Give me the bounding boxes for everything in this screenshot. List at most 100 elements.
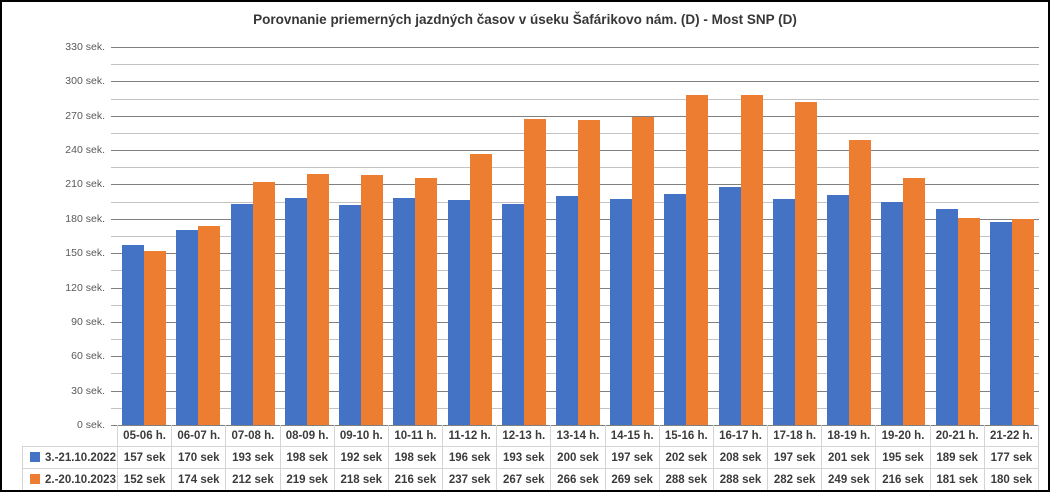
table-row: 3.-21.10.2022 157 sek 170 sek 193 sek 198 se…: [22, 446, 1040, 469]
chart-bar: [144, 250, 167, 425]
chart-bar: [610, 199, 633, 425]
y-axis-tick: [111, 339, 117, 340]
chart-bar: [361, 175, 384, 425]
table-corner-cell: [22, 425, 118, 447]
chart-bar: [501, 203, 524, 425]
table-value-cell: 177 sek: [983, 446, 1040, 469]
y-axis-label: 270 sek.: [65, 110, 105, 122]
chart-bar: [393, 198, 416, 425]
table-value-cell: 189 sek: [929, 446, 985, 469]
legend-color-swatch: [30, 473, 40, 484]
table-value-cell: 193 sek: [225, 446, 281, 469]
table-value-cell: 198 sek: [279, 446, 335, 469]
table-header-cell: 13-14 h.: [550, 425, 606, 447]
table-value-cell: 237 sek: [442, 468, 498, 490]
legend-series-label: 2.-20.10.2023: [45, 473, 116, 486]
table-value-cell: 180 sek: [983, 468, 1040, 490]
table-value-cell: 288 sek: [712, 468, 769, 490]
chart-bar: [989, 222, 1012, 425]
chart-bar: [469, 153, 492, 425]
y-axis-tick: [111, 47, 117, 48]
chart-bar: [339, 205, 362, 425]
table-row: 2.-20.10.2023 152 sek 174 sek 212 sek 219 se…: [22, 468, 1040, 490]
chart-bar: [632, 116, 655, 425]
table-header-cell: 16-17 h.: [712, 425, 769, 447]
table-value-cell: 267 sek: [496, 468, 552, 490]
table-value-cell: 282 sek: [767, 468, 823, 490]
y-axis-tick: [111, 184, 117, 185]
y-axis-label: 180 sek.: [65, 213, 105, 225]
chart-bar: [849, 139, 872, 425]
chart-bar: [578, 120, 600, 425]
chart-bar: [523, 119, 546, 425]
table-value-cell: 170 sek: [171, 446, 227, 469]
y-axis-label: 210 sek.: [65, 178, 105, 190]
y-axis-tick: [111, 288, 117, 289]
y-axis-tick: [111, 373, 117, 374]
chart-bar: [903, 177, 926, 425]
table-value-cell: 216 sek: [875, 468, 931, 490]
table-value-cell: 201 sek: [821, 446, 877, 469]
gridline-major: [117, 116, 1039, 117]
chart-bar: [718, 186, 741, 425]
chart-bar: [664, 193, 687, 425]
chart-bar: [198, 225, 221, 425]
chart-bar: [740, 95, 763, 425]
table-header-cell: 05-06 h.: [116, 425, 173, 447]
table-header-cell: 14-15 h.: [604, 425, 660, 447]
y-axis-tick: [111, 202, 117, 203]
table-value-cell: 249 sek: [821, 468, 877, 490]
legend-cell: 3.-21.10.2022: [22, 446, 118, 469]
table-value-cell: 195 sek: [875, 446, 931, 469]
chart-bar: [176, 230, 199, 425]
table-value-cell: 181 sek: [929, 468, 985, 490]
chart-bar: [230, 203, 253, 425]
data-table: 05-06 h. 06-07 h. 07-08 h. 08-09 h. 09-10 h.…: [22, 425, 1040, 490]
table-value-cell: 152 sek: [116, 468, 173, 490]
y-axis-label: 30 sek.: [71, 385, 105, 397]
legend-cell: 2.-20.10.2023: [22, 468, 118, 490]
y-axis-label: 90 sek.: [71, 316, 105, 328]
y-axis-tick: [111, 219, 117, 220]
table-header-cell: 09-10 h.: [333, 425, 389, 447]
y-axis-tick: [111, 236, 117, 237]
gridline-minor: [117, 64, 1039, 65]
table-value-cell: 219 sek: [279, 468, 335, 490]
chart-bar: [827, 194, 850, 425]
chart-bar: [772, 199, 795, 425]
table-header-cell: 19-20 h.: [875, 425, 931, 447]
y-axis-tick: [111, 356, 117, 357]
table-header-cell: 06-07 h.: [171, 425, 227, 447]
y-axis-label: 150 sek.: [65, 247, 105, 259]
table-value-cell: 198 sek: [387, 446, 444, 469]
table-value-cell: 269 sek: [604, 468, 660, 490]
table-value-cell: 192 sek: [333, 446, 389, 469]
chart-bar: [1011, 218, 1034, 425]
y-axis-tick: [111, 253, 117, 254]
y-axis-tick: [111, 305, 117, 306]
table-value-cell: 197 sek: [767, 446, 823, 469]
table-header-cell: 17-18 h.: [767, 425, 823, 447]
y-axis-label: 240 sek.: [65, 144, 105, 156]
y-axis-tick: [111, 133, 117, 134]
table-header-cell: 10-11 h.: [387, 425, 444, 447]
table-header-cell: 18-19 h.: [821, 425, 877, 447]
table-header-row: 05-06 h. 06-07 h. 07-08 h. 08-09 h. 09-10 h.…: [22, 425, 1040, 447]
y-axis-tick: [111, 81, 117, 82]
y-axis-tick: [111, 167, 117, 168]
y-axis-tick: [111, 408, 117, 409]
chart-bar: [415, 177, 438, 425]
chart-bar: [794, 101, 817, 425]
table-value-cell: 200 sek: [550, 446, 606, 469]
table-value-cell: 196 sek: [442, 446, 498, 469]
y-axis-tick: [111, 64, 117, 65]
chart-bar: [447, 200, 470, 425]
y-axis-tick: [111, 391, 117, 392]
chart-bar: [122, 245, 145, 425]
y-axis-tick: [111, 150, 117, 151]
y-axis-tick: [111, 270, 117, 271]
y-axis-label: 300 sek.: [65, 75, 105, 87]
chart-bar: [881, 201, 904, 425]
gridline-minor: [117, 99, 1039, 100]
chart-bar: [935, 208, 958, 425]
